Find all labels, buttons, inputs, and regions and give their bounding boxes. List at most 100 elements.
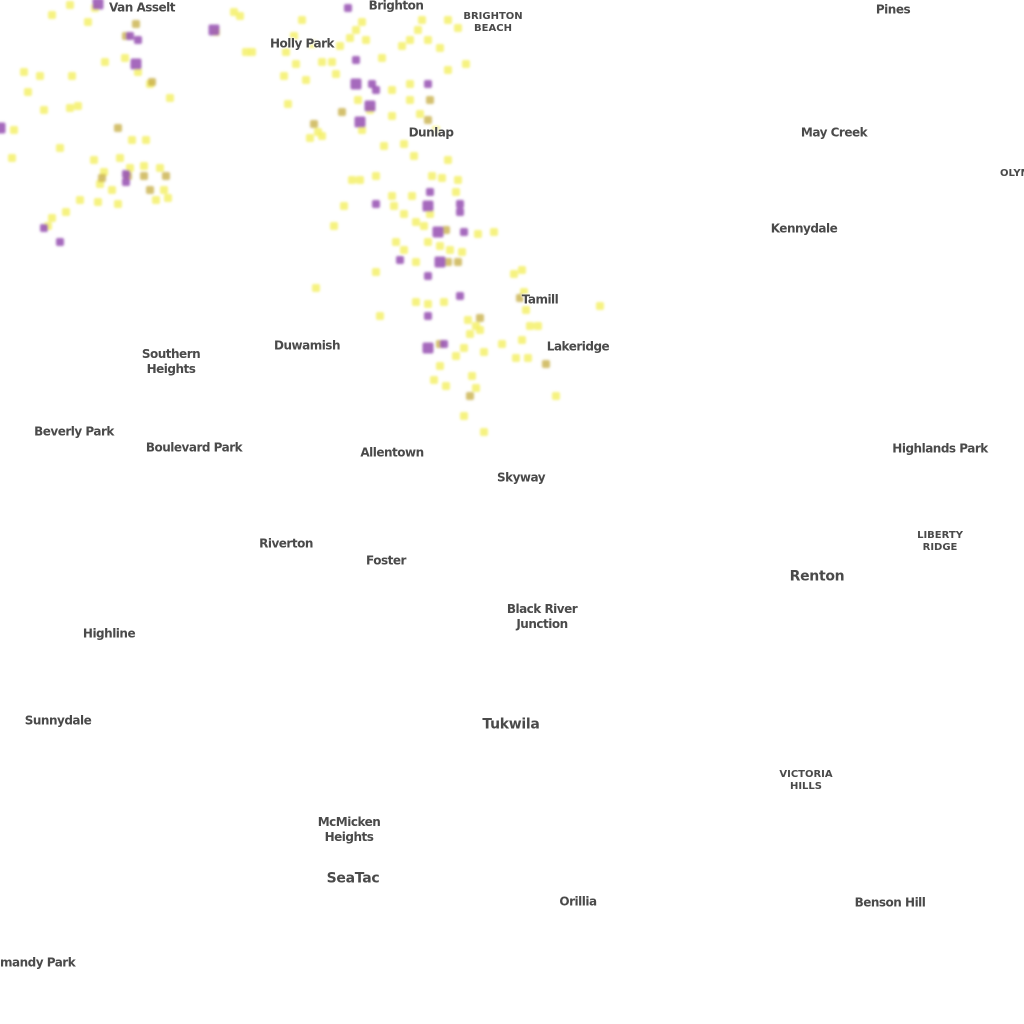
- heat-cell: [84, 18, 92, 26]
- heat-cell: [435, 257, 446, 268]
- heat-cell: [372, 268, 380, 276]
- heat-cell: [131, 59, 142, 70]
- label-foster: Foster: [366, 554, 406, 569]
- heat-cell: [76, 196, 84, 204]
- heat-cell: [68, 72, 76, 80]
- heat-cell: [454, 24, 462, 32]
- heat-cell: [122, 178, 130, 186]
- heat-cell: [36, 72, 44, 80]
- heat-cell: [328, 58, 336, 66]
- heat-cell: [164, 194, 172, 202]
- heat-cell: [348, 176, 356, 184]
- heat-cell: [418, 16, 426, 24]
- heat-cell: [452, 352, 460, 360]
- heat-cell: [460, 344, 468, 352]
- heat-cell: [526, 322, 534, 330]
- label-dunlap: Dunlap: [409, 126, 454, 141]
- label-skyway: Skyway: [497, 471, 545, 486]
- label-lakeridge: Lakeridge: [547, 340, 609, 355]
- heat-cell: [372, 200, 380, 208]
- heat-cell: [534, 322, 542, 330]
- heat-cell: [490, 228, 498, 236]
- label-tukwila: Tukwila: [482, 718, 539, 733]
- heat-cell: [114, 124, 122, 132]
- heat-cell: [140, 172, 148, 180]
- heat-cell: [40, 224, 48, 232]
- heat-cell: [406, 36, 414, 44]
- heat-cell: [365, 101, 376, 112]
- heat-cell: [48, 11, 56, 19]
- heat-cell: [355, 117, 366, 128]
- heat-cell: [66, 104, 74, 112]
- heat-cell: [524, 354, 532, 362]
- heat-cell: [388, 112, 396, 120]
- heat-cell: [148, 78, 156, 86]
- heat-cell: [444, 156, 452, 164]
- heat-cell: [62, 208, 70, 216]
- heat-cell: [420, 222, 428, 230]
- heat-cell: [362, 36, 370, 44]
- heat-cell: [454, 258, 462, 266]
- label-boulevard-park: Boulevard Park: [146, 441, 242, 456]
- heat-cell: [466, 392, 474, 400]
- heat-cell: [424, 80, 432, 88]
- heat-cell: [510, 270, 518, 278]
- heat-cell: [440, 298, 448, 306]
- label-van-asselt: Van Asselt: [109, 1, 175, 16]
- heat-cell: [388, 192, 396, 200]
- heat-cell: [442, 382, 450, 390]
- heat-cell: [406, 80, 414, 88]
- label-duwamish: Duwamish: [274, 339, 340, 354]
- label-black-river-junction: Black River Junction: [507, 602, 577, 632]
- label-holly-park: Holly Park: [270, 37, 334, 52]
- heat-cell: [424, 238, 432, 246]
- heat-cell: [142, 136, 150, 144]
- heat-cell: [146, 186, 154, 194]
- heat-cell: [94, 198, 102, 206]
- label-brighton-beach: BRIGHTON BEACH: [463, 11, 522, 35]
- heat-cell: [480, 348, 488, 356]
- heat-cell: [40, 106, 48, 114]
- heat-cell: [128, 136, 136, 144]
- heat-cell: [74, 102, 82, 110]
- heat-cell: [280, 72, 288, 80]
- heat-cell: [378, 54, 386, 62]
- heat-cell: [56, 144, 64, 152]
- heat-cell: [552, 392, 560, 400]
- heat-cell: [340, 202, 348, 210]
- heat-cell: [400, 140, 408, 148]
- heat-cell: [424, 36, 432, 44]
- heat-cell: [352, 56, 360, 64]
- heat-cell: [424, 272, 432, 280]
- heat-cell: [440, 340, 448, 348]
- heat-cell: [414, 26, 422, 34]
- heat-cell: [476, 326, 484, 334]
- heat-cell: [430, 376, 438, 384]
- heat-cell: [396, 256, 404, 264]
- heat-cell: [312, 284, 320, 292]
- heat-cell: [518, 336, 526, 344]
- heat-cell: [160, 186, 168, 194]
- heat-cell: [10, 126, 18, 134]
- heat-cell: [468, 372, 476, 380]
- label-allentown: Allentown: [360, 446, 423, 461]
- heat-cell: [424, 116, 432, 124]
- heat-cell: [456, 292, 464, 300]
- heat-cell: [98, 174, 106, 182]
- heat-cell: [408, 192, 416, 200]
- heat-cell: [423, 201, 434, 212]
- heat-cell: [472, 384, 480, 392]
- heat-cell: [332, 70, 340, 78]
- label-sunnydale: Sunnydale: [25, 714, 92, 729]
- heat-cell: [292, 60, 300, 68]
- heat-cell: [338, 108, 346, 116]
- label-olympic: OLYM: [1000, 168, 1024, 180]
- heat-cell: [392, 238, 400, 246]
- heat-cell: [344, 4, 352, 12]
- heat-cell: [330, 222, 338, 230]
- heat-cell: [466, 330, 474, 338]
- heat-cell: [456, 208, 464, 216]
- heat-cell: [352, 26, 360, 34]
- heat-cell: [122, 170, 130, 178]
